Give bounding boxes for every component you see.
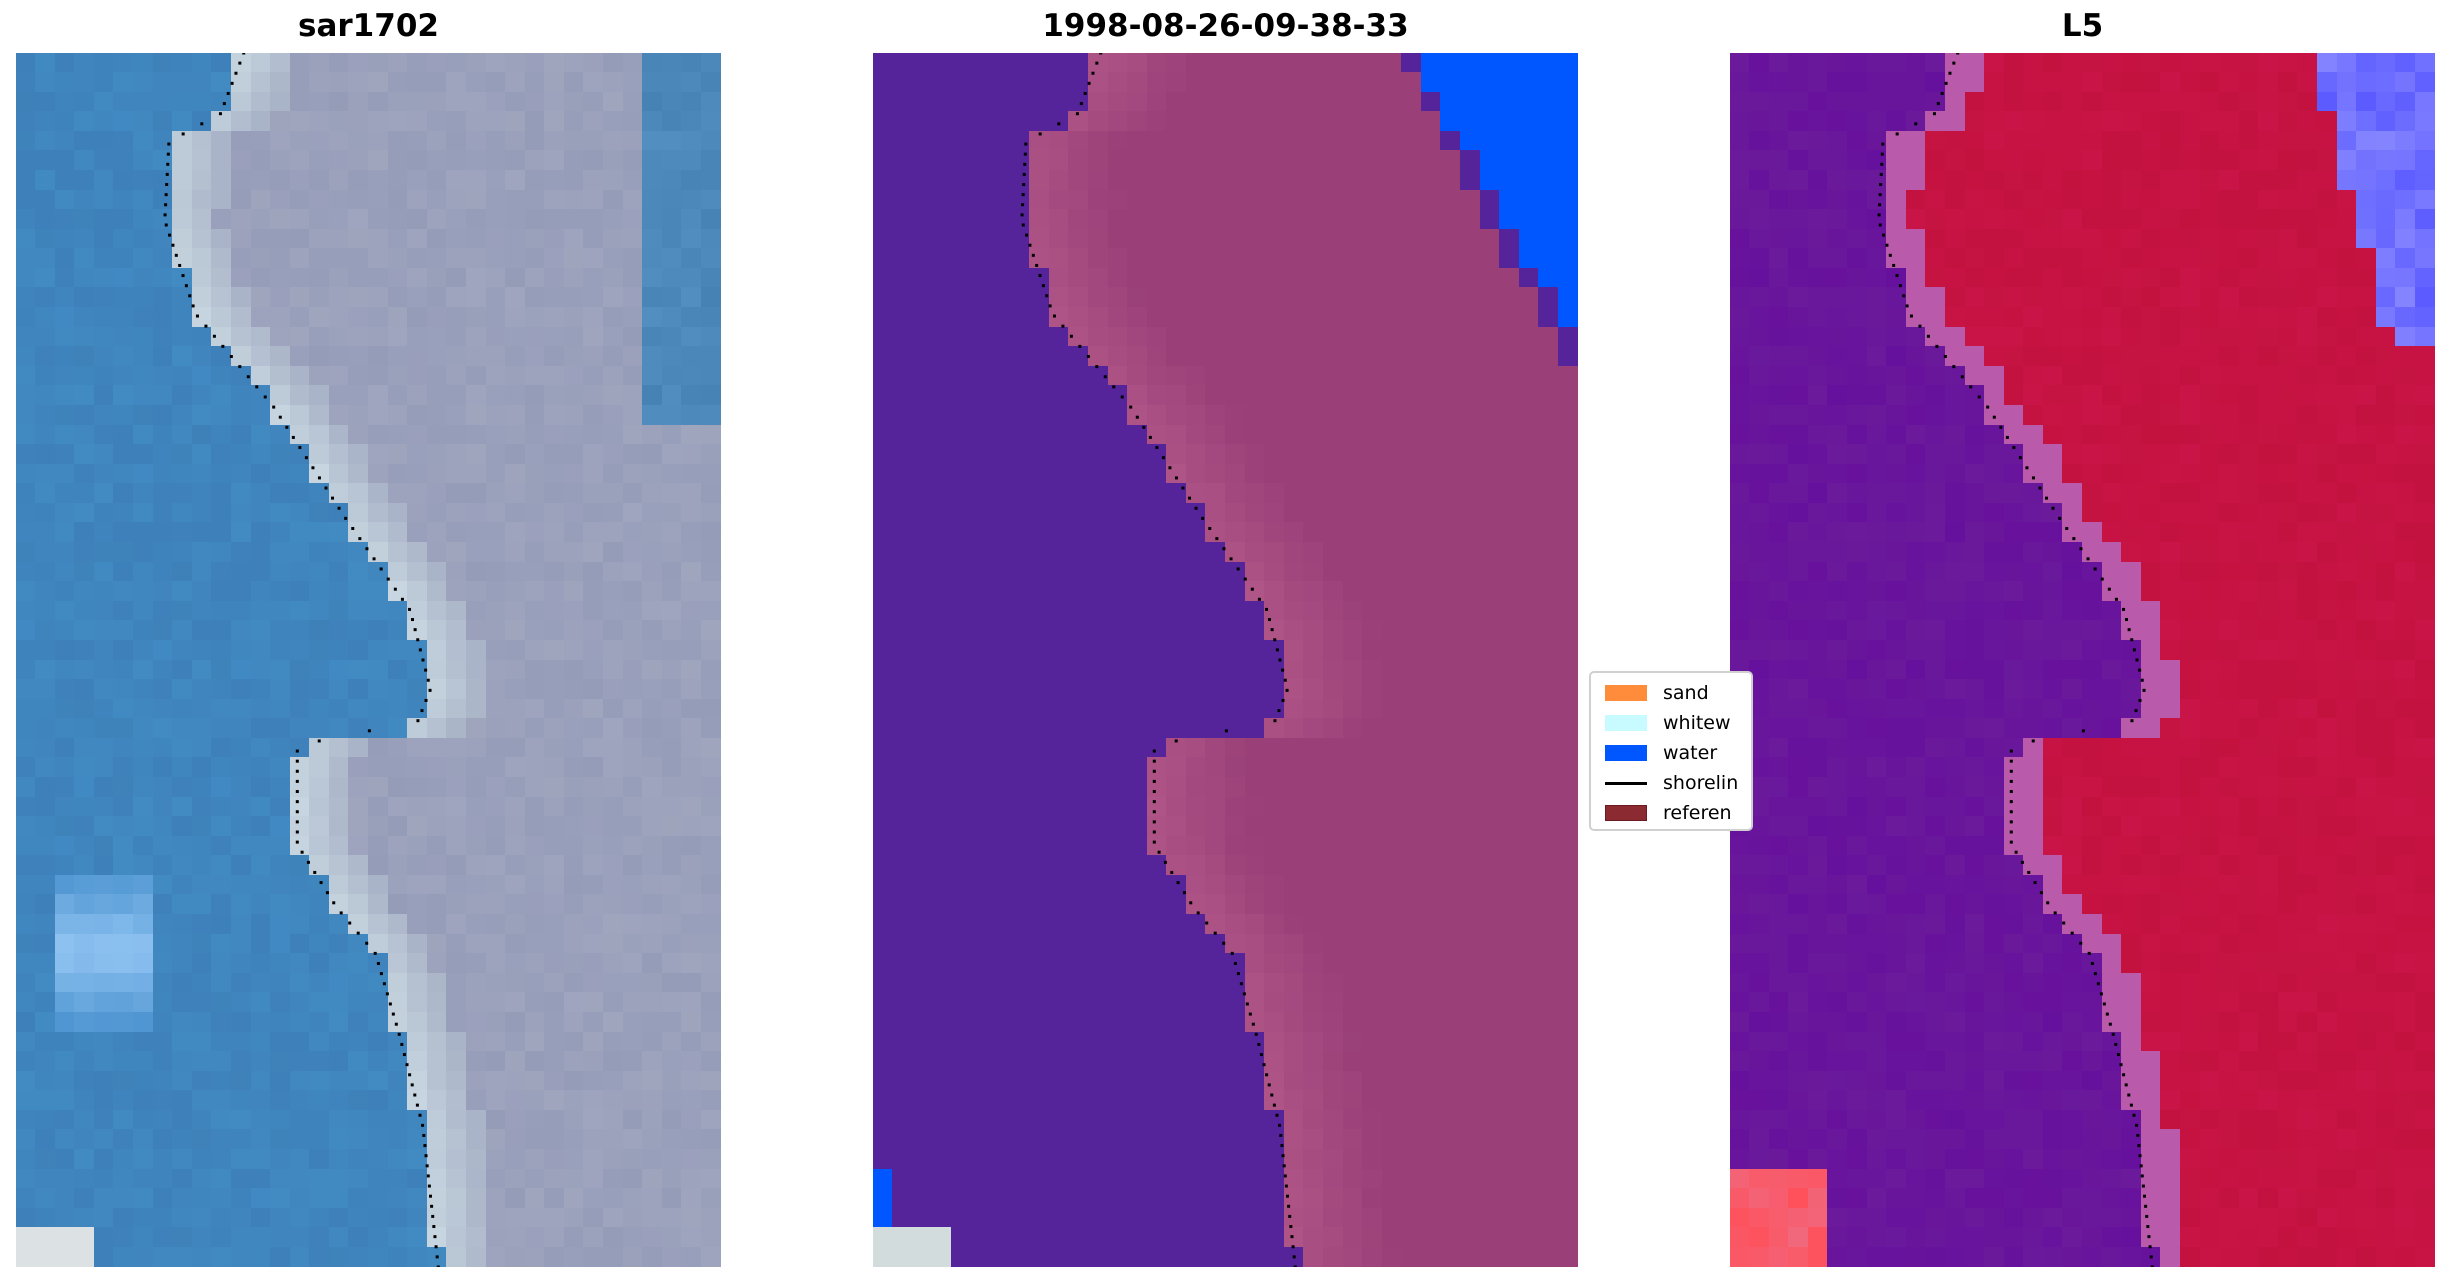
legend-item-reference: referen — [1605, 801, 1732, 825]
whitewater-swatch — [1605, 715, 1647, 731]
legend-label: sand — [1663, 682, 1709, 704]
legend-label: shorelin — [1663, 772, 1739, 794]
panel-title-1: sar1702 — [298, 8, 439, 44]
sand-swatch — [1605, 685, 1647, 701]
legend-label: referen — [1663, 802, 1732, 824]
panel-title-3: L5 — [2061, 8, 2104, 44]
index-image-panel — [1730, 53, 2435, 1267]
legend-item-sand: sand — [1605, 681, 1709, 705]
legend-item-water: water — [1605, 741, 1717, 765]
legend: sand whitew water shorelin referen — [1589, 671, 1753, 831]
legend-label: water — [1663, 742, 1718, 764]
panel-title-2: 1998-08-26-09-38-33 — [1042, 8, 1409, 44]
legend-label: whitew — [1663, 712, 1731, 734]
reference-swatch — [1605, 805, 1647, 821]
shoreline-line-icon — [1605, 781, 1647, 785]
classified-image-panel — [873, 53, 1578, 1267]
legend-item-shoreline: shorelin — [1605, 771, 1738, 795]
legend-item-whitewater: whitew — [1605, 711, 1731, 735]
water-swatch — [1605, 745, 1647, 761]
sar-image-panel — [16, 53, 721, 1267]
